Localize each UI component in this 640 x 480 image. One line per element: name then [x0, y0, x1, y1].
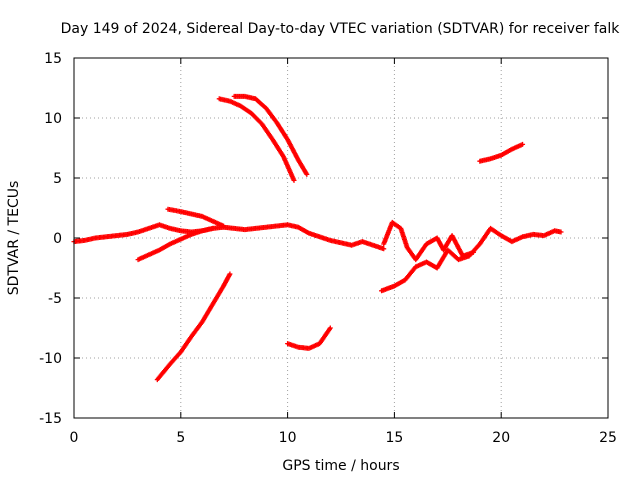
- y-tick-label: -10: [39, 351, 62, 367]
- series-arc-rising-from-3: [135, 225, 216, 263]
- y-tick-label: -15: [39, 411, 62, 427]
- y-tick-label: 5: [53, 171, 62, 187]
- x-tick-label: 20: [492, 430, 510, 446]
- x-tick-label: 0: [70, 430, 79, 446]
- series-arc-upper-short: [165, 206, 227, 229]
- x-tick-label: 15: [385, 430, 403, 446]
- data-series: [71, 93, 564, 383]
- y-tick-label: 10: [44, 111, 62, 127]
- x-tick-label: 25: [599, 430, 617, 446]
- series-arc-high-right: [231, 93, 310, 177]
- x-tick-label: 10: [279, 430, 297, 446]
- tick-labels: 0 5 10 15 20 25 -15 -10 -5 0 5 10 15: [39, 51, 617, 446]
- series-arc-steep-rise: [154, 271, 233, 383]
- series-arc-late-peaks: [381, 219, 476, 263]
- data-point: [304, 171, 310, 177]
- y-axis-title: SDTVAR / TECUs: [6, 181, 22, 296]
- data-point: [221, 223, 227, 229]
- ticks: [73, 57, 609, 419]
- data-point: [470, 249, 476, 255]
- y-tick-label: 15: [44, 51, 62, 67]
- data-point: [558, 229, 564, 235]
- data-point: [381, 246, 387, 252]
- data-point: [327, 325, 333, 331]
- data-point: [291, 177, 297, 183]
- chart-title: Day 149 of 2024, Sidereal Day-to-day VTE…: [61, 21, 621, 37]
- series-arc-high-left: [216, 96, 297, 183]
- y-tick-label: 0: [53, 231, 62, 247]
- data-point: [210, 225, 216, 231]
- series-arc-low-middle: [285, 325, 333, 351]
- series-arc-late-mixed: [379, 225, 564, 294]
- data-point: [520, 141, 526, 147]
- series-arc-central-band: [71, 222, 387, 252]
- x-axis-title: GPS time / hours: [282, 458, 399, 474]
- y-tick-label: -5: [48, 291, 62, 307]
- grid: [74, 58, 608, 418]
- data-point: [227, 271, 233, 277]
- x-tick-label: 5: [176, 430, 185, 446]
- series-arc-upper-right: [477, 141, 526, 164]
